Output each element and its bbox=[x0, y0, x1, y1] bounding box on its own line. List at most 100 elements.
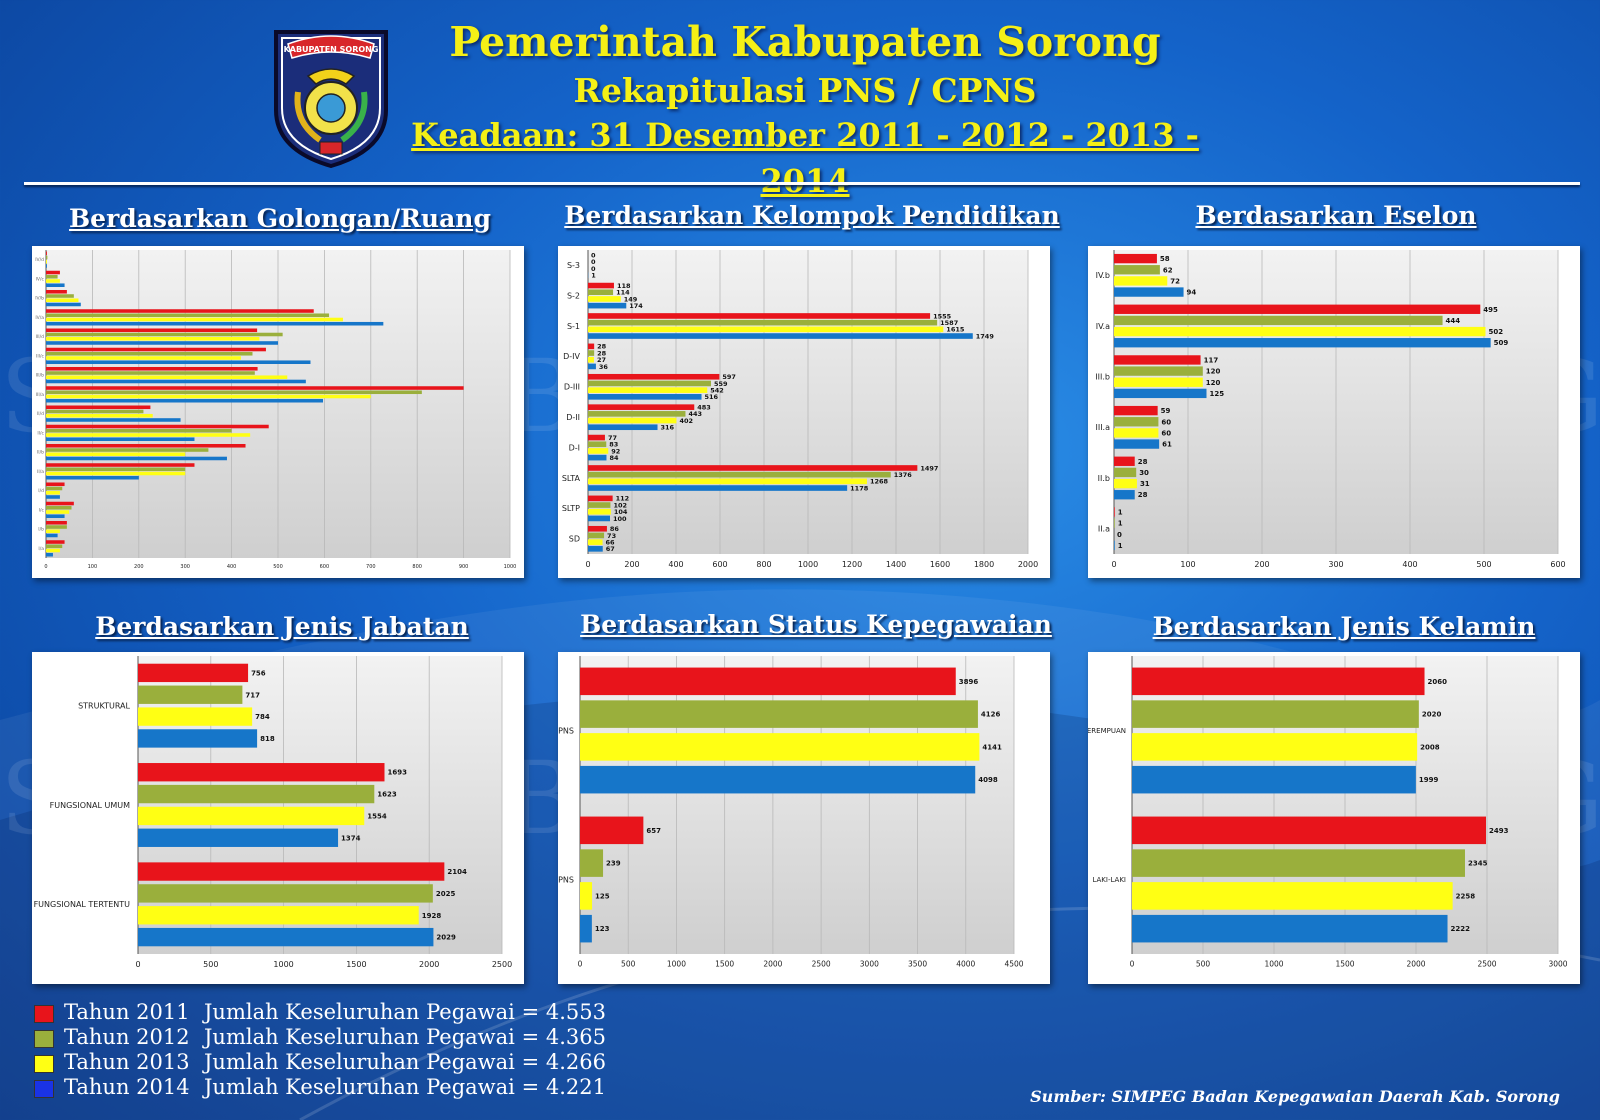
legend-total-2013: Jumlah Keseluruhan Pegawai = 4.266 bbox=[204, 1050, 606, 1074]
bar-2014 bbox=[46, 321, 384, 326]
tick-label: 1500 bbox=[1335, 960, 1354, 969]
tick-label: 1800 bbox=[974, 560, 994, 569]
title-block: Pemerintah Kabupaten Sorong Rekapitulasi… bbox=[405, 14, 1205, 204]
bar-2012 bbox=[46, 390, 422, 395]
category-label: FUNGSIONAL TERTENTU bbox=[34, 900, 131, 909]
bar-2011 bbox=[138, 663, 249, 683]
category-label: II/a bbox=[37, 469, 44, 475]
tick-label: 0 bbox=[585, 560, 590, 569]
bar-2011 bbox=[1114, 304, 1481, 314]
bar-2014 bbox=[46, 437, 195, 442]
bar-2011 bbox=[46, 347, 266, 352]
bar-2013 bbox=[46, 490, 60, 495]
tick-label: 500 bbox=[273, 564, 283, 570]
category-label: III/c bbox=[36, 353, 44, 359]
value-label: 120 bbox=[1206, 379, 1221, 387]
value-label: 2258 bbox=[1456, 892, 1476, 900]
bar-2013 bbox=[46, 529, 60, 534]
tick-label: 0 bbox=[1130, 960, 1135, 969]
bar-2014 bbox=[1114, 540, 1115, 551]
value-label: 0 bbox=[591, 265, 596, 273]
bar-2014 bbox=[1132, 914, 1448, 943]
value-label: 2222 bbox=[1451, 925, 1471, 933]
bar-2012 bbox=[580, 700, 978, 728]
value-label: 495 bbox=[1483, 306, 1498, 314]
category-label: D-II bbox=[566, 413, 580, 422]
legend-total-2012: Jumlah Keseluruhan Pegawai = 4.365 bbox=[204, 1025, 606, 1049]
bar-2014 bbox=[1114, 490, 1135, 500]
bar-2012 bbox=[46, 505, 72, 510]
bar-2013 bbox=[46, 433, 251, 437]
bar-2012 bbox=[138, 685, 243, 704]
bar-2012 bbox=[138, 784, 375, 804]
bar-2014 bbox=[46, 398, 324, 403]
page-subtitle: Rekapitulasi PNS / CPNS bbox=[573, 71, 1037, 110]
bar-2011 bbox=[580, 667, 956, 696]
bar-2014 bbox=[588, 454, 607, 461]
bar-2012 bbox=[138, 884, 433, 903]
bar-2011 bbox=[46, 501, 74, 506]
category-label: SLTP bbox=[562, 504, 580, 513]
bar-2011 bbox=[1114, 456, 1135, 466]
bar-2011 bbox=[1132, 667, 1425, 696]
category-label: STRUKTURAL bbox=[78, 701, 130, 710]
value-label: 1555 bbox=[933, 312, 952, 320]
value-label: 2025 bbox=[436, 890, 456, 898]
tick-label: 1000 bbox=[504, 564, 517, 570]
value-label: 125 bbox=[595, 892, 610, 900]
header: KABUPATEN SORONG Pemerintah Kabupaten So… bbox=[0, 0, 1600, 200]
value-label: 28 bbox=[597, 343, 607, 351]
category-label: III/d bbox=[36, 334, 44, 340]
bar-2011 bbox=[46, 328, 258, 333]
bar-2011 bbox=[46, 251, 47, 256]
value-label: 100 bbox=[613, 515, 627, 523]
value-label: 72 bbox=[1170, 277, 1180, 285]
bar-2011 bbox=[46, 443, 246, 448]
bar-2014 bbox=[588, 394, 702, 400]
title-eselon: Berdasarkan Eselon bbox=[1195, 201, 1477, 230]
value-label: 516 bbox=[705, 393, 719, 401]
tick-label: 200 bbox=[134, 564, 144, 570]
value-label: 717 bbox=[245, 691, 260, 699]
bar-2013 bbox=[138, 707, 253, 726]
value-label: 125 bbox=[1210, 390, 1225, 398]
legend-swatch-2011 bbox=[34, 1005, 54, 1023]
bar-2013 bbox=[588, 539, 603, 545]
category-label: CPNS bbox=[558, 875, 574, 884]
value-label: 2493 bbox=[1489, 827, 1509, 835]
tick-label: 0 bbox=[578, 960, 583, 969]
bar-2012 bbox=[580, 849, 604, 877]
bar-2012 bbox=[46, 351, 253, 356]
plot-area bbox=[138, 656, 502, 954]
bar-2011 bbox=[46, 482, 65, 487]
bar-2014 bbox=[588, 485, 848, 491]
bar-2013 bbox=[588, 417, 677, 424]
tick-label: 1000 bbox=[667, 960, 686, 969]
category-label: II/c bbox=[37, 430, 44, 436]
category-label: S-3 bbox=[567, 261, 580, 270]
chart-kelamin-svg: 0 500 1000 1500 2000 2500 3000 PEREMPUAN 2060 202… bbox=[1088, 652, 1580, 984]
legend-swatch-2014 bbox=[34, 1080, 54, 1098]
category-label: III/a bbox=[36, 392, 44, 398]
value-label: 2008 bbox=[1420, 743, 1440, 751]
value-label: 502 bbox=[1488, 328, 1503, 336]
tick-label: 4000 bbox=[956, 960, 975, 969]
category-label: II/d bbox=[37, 411, 44, 417]
chart-eselon: 0 100 200 300 400 500 600 IV.b 58 62 72 94 IV.a 495 44… bbox=[1088, 246, 1580, 578]
bar-2012 bbox=[46, 274, 58, 279]
bar-2013 bbox=[588, 387, 708, 393]
value-label: 1 bbox=[591, 272, 596, 280]
value-label: 444 bbox=[1446, 317, 1461, 325]
value-label: 31 bbox=[1140, 480, 1150, 488]
bar-2013 bbox=[46, 413, 153, 418]
value-label: 73 bbox=[607, 532, 616, 540]
bar-2011 bbox=[46, 289, 67, 294]
value-label: 3896 bbox=[959, 678, 979, 686]
bar-2012 bbox=[1114, 417, 1159, 427]
page-title: Pemerintah Kabupaten Sorong bbox=[449, 18, 1161, 66]
bar-2013 bbox=[588, 326, 944, 333]
bar-2014 bbox=[1114, 388, 1207, 399]
bar-2011 bbox=[46, 270, 60, 275]
bar-2014 bbox=[46, 418, 181, 422]
bar-2014 bbox=[1114, 338, 1491, 348]
